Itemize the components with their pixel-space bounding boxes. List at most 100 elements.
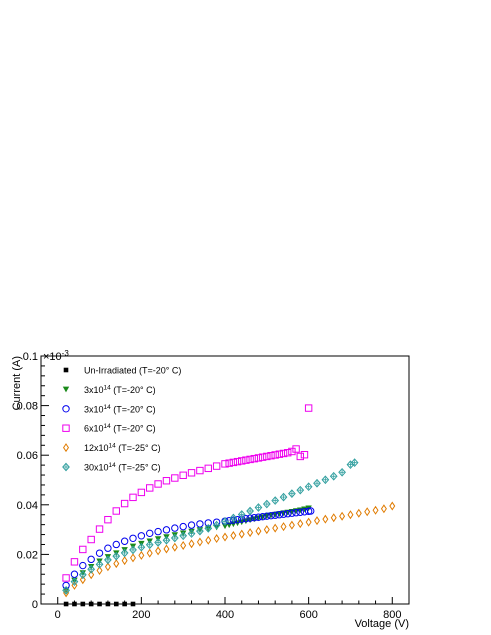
series-0 xyxy=(63,601,136,607)
data-point xyxy=(179,522,187,531)
data-point xyxy=(350,458,359,467)
data-point xyxy=(104,515,112,524)
data-point xyxy=(145,540,154,550)
data-point xyxy=(104,555,112,565)
data-point xyxy=(288,489,296,498)
data-point xyxy=(162,477,171,485)
data-point xyxy=(313,478,321,488)
data-point xyxy=(187,521,196,529)
data-point xyxy=(288,447,296,456)
data-point xyxy=(296,508,304,516)
y-axis-title: Current (A) xyxy=(11,356,23,410)
data-point xyxy=(138,550,145,560)
series-4 xyxy=(63,501,396,598)
data-point xyxy=(271,451,279,459)
y-tick-label: 0.08 xyxy=(17,401,38,413)
data-point xyxy=(105,601,111,607)
data-point xyxy=(179,471,187,479)
data-point xyxy=(380,504,387,514)
data-point xyxy=(246,455,254,464)
data-point xyxy=(70,577,79,587)
data-point xyxy=(196,466,204,475)
data-point xyxy=(112,507,120,515)
data-point xyxy=(162,535,171,545)
data-point xyxy=(251,516,258,523)
data-point xyxy=(163,544,170,554)
data-point xyxy=(297,519,304,529)
legend-marker xyxy=(62,462,70,472)
data-point xyxy=(79,575,86,585)
legend-entry: 12x1014 (T=-25° C) xyxy=(84,443,161,454)
data-point xyxy=(146,484,154,492)
legend-marker xyxy=(62,405,70,413)
data-point xyxy=(304,404,313,412)
data-point xyxy=(280,522,287,532)
data-point xyxy=(79,545,87,554)
data-point xyxy=(137,542,146,552)
y-tick-label: 0.1 xyxy=(23,351,38,363)
data-point xyxy=(130,601,136,607)
data-point xyxy=(292,445,300,453)
x-tick-label: 400 xyxy=(216,609,234,621)
data-point xyxy=(120,537,129,545)
data-point xyxy=(288,509,296,517)
data-point xyxy=(221,517,229,526)
data-point xyxy=(272,523,279,533)
data-point xyxy=(292,509,300,517)
data-point xyxy=(196,520,204,528)
data-point xyxy=(204,524,213,533)
legend: Un-Irradiated (T=-20° C) 3x1014 (T=-20° C… xyxy=(62,366,181,473)
data-point xyxy=(263,452,271,461)
data-point xyxy=(95,559,104,569)
data-point xyxy=(87,535,95,544)
data-point xyxy=(307,507,315,515)
data-point xyxy=(225,459,233,467)
data-point xyxy=(187,529,196,538)
data-point xyxy=(137,532,146,540)
data-point xyxy=(187,469,196,477)
data-series xyxy=(62,404,396,607)
data-point xyxy=(364,507,371,517)
data-point xyxy=(170,533,179,543)
data-point xyxy=(137,488,146,497)
data-point xyxy=(250,513,258,522)
data-point xyxy=(104,562,111,572)
data-point xyxy=(237,510,246,519)
data-point xyxy=(233,457,242,466)
series-5 xyxy=(62,458,359,595)
data-point xyxy=(254,513,263,521)
data-point xyxy=(247,528,254,538)
data-point xyxy=(171,524,179,532)
x-axis-title: Voltage (V) xyxy=(355,618,409,630)
data-point xyxy=(296,452,304,461)
data-point xyxy=(321,475,330,485)
data-point xyxy=(129,534,137,542)
data-point xyxy=(171,542,178,552)
y-tick-label: 0.02 xyxy=(17,549,38,561)
data-point xyxy=(284,449,292,457)
y-multiplier-exp: -3 xyxy=(62,349,70,358)
series-3 xyxy=(62,404,313,582)
data-point xyxy=(129,545,137,555)
legend-entry: Un-Irradiated (T=-20° C) xyxy=(84,366,181,376)
data-point xyxy=(255,526,262,536)
data-point xyxy=(372,505,379,515)
data-point xyxy=(279,492,288,502)
data-point xyxy=(279,449,288,458)
data-point xyxy=(120,499,129,508)
legend-entry: 30x1014 (T=-25° C) xyxy=(84,462,161,473)
y-tick-label: 0.06 xyxy=(17,450,38,462)
data-point xyxy=(262,499,271,509)
data-point xyxy=(242,514,250,523)
y-multiplier-label: ×10-3 xyxy=(43,349,69,363)
data-point xyxy=(263,525,270,535)
data-point xyxy=(221,523,229,530)
data-point xyxy=(87,564,96,574)
data-point xyxy=(95,549,104,557)
data-point xyxy=(275,511,284,519)
data-point xyxy=(154,527,162,536)
data-point xyxy=(179,531,188,541)
data-point xyxy=(271,511,279,519)
y-tick-label: 0 xyxy=(32,599,38,611)
data-point xyxy=(120,548,129,558)
